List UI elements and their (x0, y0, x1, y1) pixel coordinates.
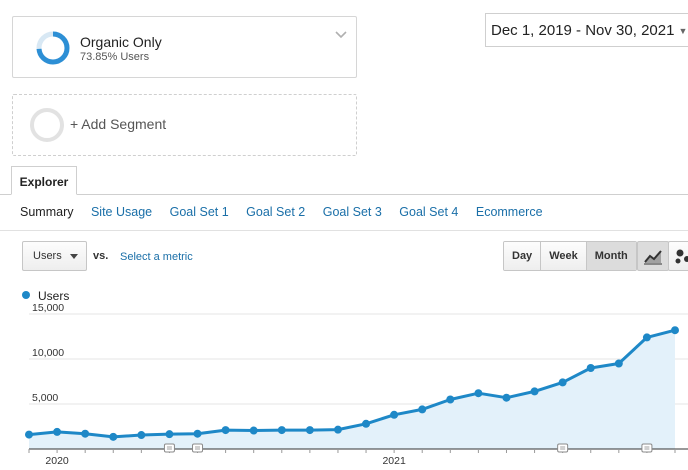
area-fill (29, 330, 675, 449)
y-tick-label: 10,000 (32, 347, 64, 359)
data-point (277, 426, 286, 435)
chevron-down-icon[interactable] (334, 27, 348, 41)
series-line (28, 328, 676, 439)
subnav-goal-set-1[interactable]: Goal Set 1 (169, 205, 229, 219)
data-point (642, 333, 651, 342)
empty-segment-ring-icon (30, 108, 64, 142)
data-point (671, 326, 679, 335)
select-metric-link[interactable]: Select a metric (120, 251, 193, 263)
data-point (249, 426, 258, 435)
data-point (137, 431, 146, 440)
y-tick-label: 5,000 (32, 392, 58, 404)
legend-dot (22, 291, 30, 299)
data-point (446, 395, 455, 404)
subnav-site-usage[interactable]: Site Usage (90, 205, 153, 219)
subnav-divider (0, 230, 688, 231)
data-point (193, 429, 202, 438)
subnav-goal-set-4[interactable]: Goal Set 4 (399, 205, 459, 219)
data-point (305, 426, 314, 435)
annotation-icon (163, 443, 175, 453)
data-point (474, 389, 483, 398)
chart-legend: Users (22, 289, 69, 303)
data-point (221, 426, 230, 435)
segment-percent: 73.85% Users (80, 51, 150, 63)
period-month-button[interactable]: Month (586, 242, 636, 270)
annotation-icon (641, 443, 653, 453)
data-point (586, 364, 595, 372)
data-point (165, 430, 174, 439)
x-tick-label: 2020 (45, 455, 69, 467)
subnav-goal-set-2[interactable]: Goal Set 2 (246, 205, 306, 219)
tab-explorer[interactable]: Explorer (11, 166, 77, 195)
users-area-chart: 15,000 10,000 5,000 2020 2021 (25, 302, 688, 467)
period-day-button[interactable]: Day (504, 242, 542, 270)
y-tick-label: 15,000 (32, 302, 64, 314)
data-point (109, 432, 118, 441)
segment-name: Organic Only (80, 34, 162, 50)
annotation-icon (557, 443, 569, 453)
line-chart-button[interactable] (637, 241, 669, 271)
metric-select[interactable]: Users (22, 241, 87, 271)
add-segment-button[interactable]: + Add Segment (12, 94, 357, 156)
vs-label: vs. (93, 250, 109, 262)
data-point (390, 410, 399, 419)
date-range-label: Dec 1, 2019 - Nov 30, 2021 (491, 22, 675, 39)
data-point (53, 427, 62, 436)
line-chart-icon (644, 250, 662, 265)
motion-chart-icon (675, 249, 688, 264)
data-point (418, 405, 427, 414)
data-point (502, 393, 511, 402)
caret-down-icon: ▼ (678, 26, 688, 37)
data-point (362, 419, 371, 428)
motion-chart-button[interactable] (668, 241, 688, 271)
data-point (614, 359, 623, 368)
x-tick-label: 2021 (382, 455, 406, 467)
data-point (558, 378, 567, 387)
legend-series-label: Users (38, 289, 70, 303)
report-subnav: Summary Site Usage Goal Set 1 Goal Set 2… (20, 205, 557, 219)
data-point (81, 429, 90, 438)
date-range-picker[interactable]: Dec 1, 2019 - Nov 30, 2021 ▼ (485, 13, 688, 47)
segment-donut-icon (36, 31, 70, 65)
period-week-button[interactable]: Week (541, 242, 587, 270)
period-toggle: Day Week Month (503, 241, 637, 271)
data-point (25, 430, 33, 439)
caret-down-icon (70, 254, 78, 259)
subnav-ecommerce[interactable]: Ecommerce (475, 205, 543, 219)
data-point (333, 425, 342, 434)
segment-card-organic[interactable]: Organic Only 73.85% Users (12, 16, 357, 78)
annotation-icon (192, 443, 204, 453)
tab-bar-line (0, 194, 688, 195)
subnav-summary[interactable]: Summary (20, 205, 74, 219)
add-segment-label: + Add Segment (70, 116, 167, 132)
data-point (530, 387, 539, 396)
subnav-goal-set-3[interactable]: Goal Set 3 (322, 205, 382, 219)
metric-select-value: Users (33, 250, 62, 262)
